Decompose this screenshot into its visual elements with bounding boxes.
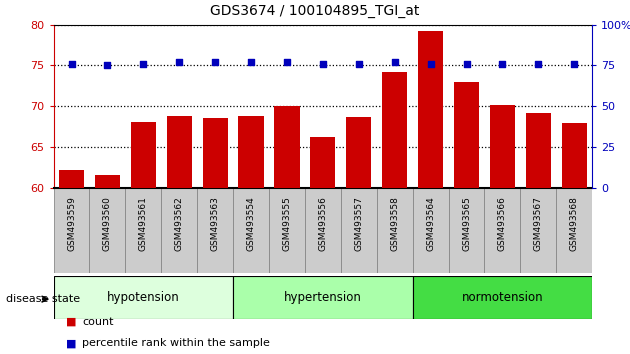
Bar — [275, 106, 299, 188]
Bar — [377, 188, 413, 273]
Point — [66, 61, 77, 67]
Text: GSM493559: GSM493559 — [67, 196, 76, 251]
Bar — [233, 188, 269, 273]
Text: hypotension: hypotension — [107, 291, 180, 304]
Text: disease state: disease state — [6, 294, 81, 304]
Bar — [526, 113, 551, 188]
Point — [353, 61, 364, 67]
Text: GSM493568: GSM493568 — [570, 196, 579, 251]
Text: GSM493554: GSM493554 — [246, 196, 256, 251]
Bar — [131, 122, 156, 188]
Point — [461, 61, 471, 67]
Text: hypertension: hypertension — [284, 291, 362, 304]
Bar — [490, 104, 515, 188]
Bar — [484, 188, 520, 273]
Text: GSM493564: GSM493564 — [426, 196, 435, 251]
Text: count: count — [82, 317, 113, 327]
Bar — [382, 72, 407, 188]
Bar — [556, 188, 592, 273]
Bar — [341, 188, 377, 273]
Bar — [520, 188, 556, 273]
Bar — [167, 116, 192, 188]
Text: percentile rank within the sample: percentile rank within the sample — [82, 338, 270, 348]
Point — [282, 59, 292, 65]
Bar — [89, 188, 125, 273]
Bar — [562, 123, 587, 188]
Text: GSM493557: GSM493557 — [354, 196, 364, 251]
Text: GSM493562: GSM493562 — [175, 196, 184, 251]
Bar — [449, 188, 484, 273]
Point — [138, 61, 149, 67]
Text: GSM493555: GSM493555 — [282, 196, 292, 251]
Point — [569, 61, 579, 67]
Bar — [125, 188, 161, 273]
Bar — [454, 82, 479, 188]
Point — [533, 61, 543, 67]
Text: GSM493567: GSM493567 — [534, 196, 543, 251]
Point — [102, 63, 112, 68]
Point — [318, 61, 328, 67]
Bar — [413, 188, 449, 273]
Bar — [239, 116, 263, 188]
Text: ■: ■ — [66, 338, 77, 348]
Bar — [54, 276, 233, 319]
Text: normotension: normotension — [462, 291, 543, 304]
Text: GSM493563: GSM493563 — [210, 196, 220, 251]
Bar — [203, 118, 227, 188]
Bar — [54, 188, 89, 273]
Bar — [269, 188, 305, 273]
Bar — [233, 276, 413, 319]
Bar — [59, 170, 84, 188]
Bar — [311, 137, 335, 188]
Point — [389, 59, 399, 65]
Text: GDS3674 / 100104895_TGI_at: GDS3674 / 100104895_TGI_at — [210, 4, 420, 18]
Text: GSM493565: GSM493565 — [462, 196, 471, 251]
Point — [246, 59, 256, 65]
Point — [497, 61, 507, 67]
Text: GSM493556: GSM493556 — [318, 196, 328, 251]
Point — [425, 61, 435, 67]
Text: GSM493566: GSM493566 — [498, 196, 507, 251]
Text: ■: ■ — [66, 317, 77, 327]
Text: GSM493558: GSM493558 — [390, 196, 399, 251]
Bar — [418, 31, 443, 188]
Bar — [413, 276, 592, 319]
Text: GSM493560: GSM493560 — [103, 196, 112, 251]
Bar — [95, 175, 120, 188]
Point — [210, 59, 220, 65]
Bar — [305, 188, 341, 273]
Text: GSM493561: GSM493561 — [139, 196, 148, 251]
Bar — [197, 188, 233, 273]
Bar — [346, 117, 371, 188]
Point — [174, 59, 184, 65]
Bar — [161, 188, 197, 273]
